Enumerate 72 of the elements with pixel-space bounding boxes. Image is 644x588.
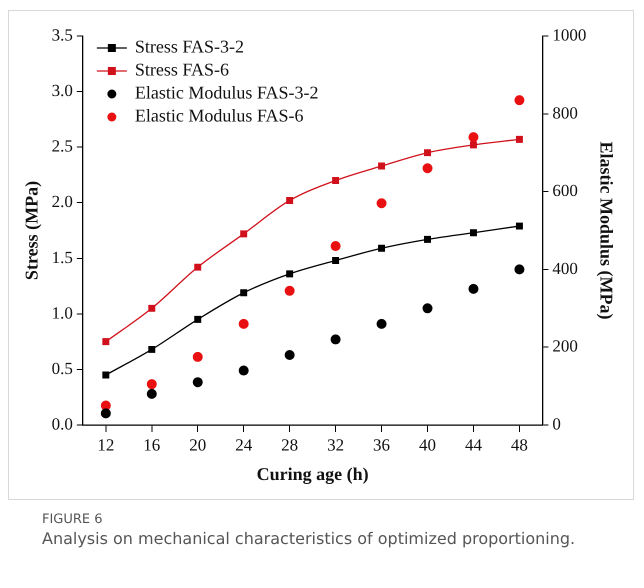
point	[332, 257, 340, 264]
point	[146, 388, 157, 399]
point	[284, 350, 295, 360]
point	[194, 264, 202, 271]
point	[102, 338, 110, 346]
y-tick-label: 2.5	[52, 136, 73, 156]
point	[424, 149, 431, 156]
point	[240, 289, 248, 296]
y2-tick-label: 800	[552, 103, 578, 122]
point	[514, 264, 524, 274]
point	[514, 95, 524, 106]
y2-tick-label: 600	[552, 181, 578, 200]
point	[378, 244, 386, 252]
point	[516, 136, 523, 143]
point	[148, 346, 156, 353]
legend-label: Stress FAS-6	[134, 60, 230, 80]
point	[422, 163, 433, 174]
point	[238, 318, 249, 329]
y2-tick-label: 200	[552, 336, 578, 356]
legend-label: Elastic Modulus FAS-3-2	[134, 82, 319, 103]
point	[468, 132, 478, 142]
point	[192, 352, 203, 362]
y-tick-label: 1.0	[52, 303, 73, 322]
y2-tick-label: 400	[552, 258, 578, 278]
y-tick-label: 0.5	[52, 358, 73, 378]
point	[330, 334, 341, 344]
legend-label: Elastic Modulus FAS-6	[134, 106, 304, 126]
x-tick-label: 48	[510, 436, 528, 455]
point	[286, 197, 294, 204]
x-tick-label: 40	[419, 436, 436, 455]
point	[468, 284, 478, 294]
point	[100, 408, 111, 418]
point	[422, 303, 433, 314]
legend-label: Stress FAS-3-2	[134, 36, 244, 57]
y-tick-label: 3.5	[52, 25, 73, 44]
x-tick-label: 16	[143, 436, 160, 455]
point	[192, 377, 203, 388]
x-tick-label: 20	[189, 436, 206, 455]
x-axis-title: Curing age (h)	[256, 464, 369, 484]
point	[194, 316, 202, 323]
point	[284, 286, 295, 296]
point	[470, 141, 477, 148]
x-tick-label: 32	[327, 436, 344, 455]
point	[102, 372, 110, 378]
point	[330, 241, 341, 252]
text: Analysis on mechanical characteristics of optimized proportioning.	[42, 529, 576, 548]
point	[286, 270, 294, 278]
point	[148, 304, 156, 312]
y-tick-label: 2.0	[52, 192, 73, 212]
x-tick-label: 28	[281, 436, 298, 455]
point	[332, 177, 340, 184]
y-tick-label: 3.0	[52, 81, 73, 100]
point	[240, 230, 248, 238]
y-tick-label: 1.5	[52, 248, 73, 267]
point	[146, 379, 157, 390]
point	[378, 162, 386, 170]
caption: FIGURE 6	[42, 512, 104, 527]
x-tick-label: 24	[235, 436, 253, 455]
point	[470, 229, 477, 236]
y2-tick-label: 0	[552, 414, 561, 434]
y-axis-title: Stress (MPa)	[21, 180, 42, 280]
point	[424, 236, 431, 243]
x-tick-label: 36	[373, 436, 390, 455]
point	[376, 198, 387, 208]
point	[376, 318, 387, 329]
y-tick-label: 0.0	[52, 414, 73, 434]
x-tick-label: 44	[464, 436, 482, 455]
y2-axis-title: Elastic Modulus (MPa)	[596, 142, 617, 320]
y2-tick-label: 1000	[552, 25, 586, 44]
point	[516, 222, 523, 230]
x-tick-label: 12	[97, 436, 114, 455]
point	[238, 366, 249, 376]
